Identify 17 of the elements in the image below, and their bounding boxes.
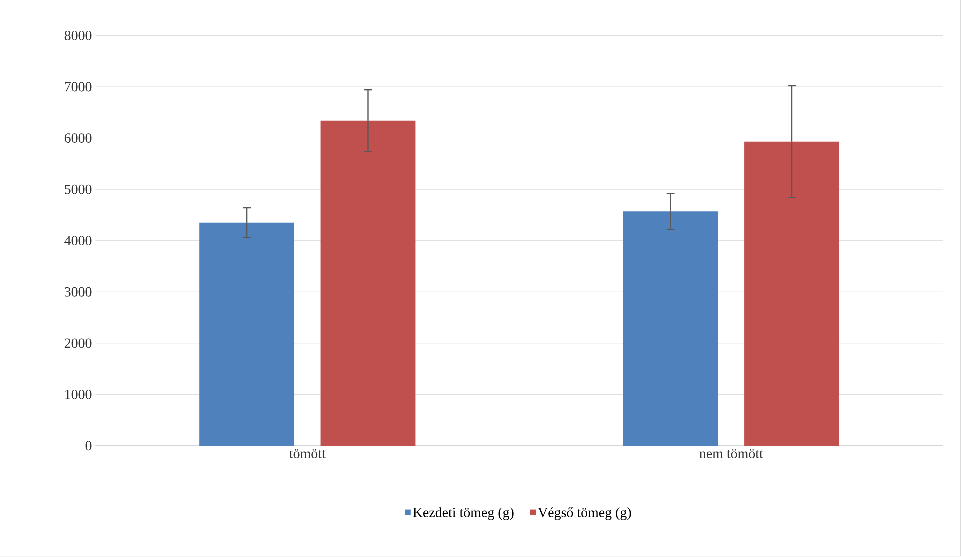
y-tick-label: 8000 xyxy=(64,31,92,41)
y-tick-label: 2000 xyxy=(64,338,92,348)
bar xyxy=(623,212,718,446)
y-tick-label: 4000 xyxy=(64,236,92,246)
x-tick-label: nem tömött xyxy=(700,450,764,459)
y-tick-label: 6000 xyxy=(64,134,92,144)
y-tick-label: 0 xyxy=(86,441,92,451)
y-tick-label: 1000 xyxy=(66,390,92,400)
y-tick-label: 3000 xyxy=(65,288,92,297)
bar xyxy=(320,120,416,446)
legend-label: Végső tömeg (g) xyxy=(538,508,632,520)
bar xyxy=(744,142,840,446)
x-tick-label: tömött xyxy=(290,450,326,459)
bar xyxy=(200,223,295,446)
y-tick-label: 7000 xyxy=(65,82,92,92)
y-tick-label: 5000 xyxy=(65,184,92,194)
legend-label: Kezdeti tömeg (g) xyxy=(413,508,514,520)
